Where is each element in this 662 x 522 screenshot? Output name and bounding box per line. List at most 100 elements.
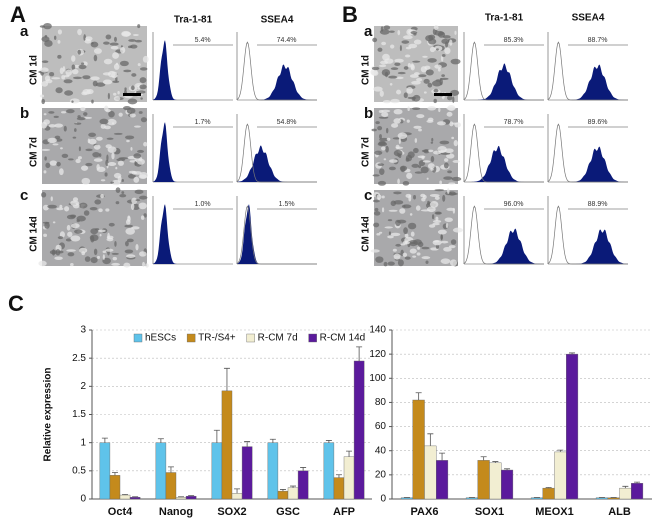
cell [410,231,415,237]
cell [99,118,109,125]
histogram-fill [153,204,233,264]
error-bar [122,494,129,496]
cell [378,140,386,146]
cell [426,177,429,180]
bar [323,442,335,500]
error-bar [504,468,511,471]
cell [395,76,404,80]
cell [381,195,385,199]
cell [57,54,62,59]
cell [45,79,53,84]
cell [57,236,64,240]
cell [428,38,437,45]
cell [452,96,455,103]
cell [375,256,384,263]
cell [41,98,46,105]
cell [105,34,112,40]
error-bar [223,367,230,391]
histogram-control [236,205,317,265]
row-letter: c [364,187,372,204]
panel-label: B [342,2,358,27]
histogram-fill [153,122,233,182]
cell [134,189,144,195]
cell [443,246,452,252]
histogram-control [236,123,317,183]
cell [84,256,91,262]
y-axis-label: Relative expression [43,368,54,462]
micrograph [38,22,149,105]
cell [138,251,147,257]
cell [55,249,61,256]
micrograph [371,104,462,186]
cell [129,113,136,118]
cell [102,79,113,85]
bar [595,497,608,500]
cell [63,79,73,84]
percentage: 5.4% [195,37,211,44]
cell [50,196,53,202]
cell [433,98,437,104]
cell [410,63,414,70]
cell [381,146,386,151]
cell [71,64,76,70]
cell [43,119,50,125]
cell [421,256,431,260]
cell [435,244,440,249]
bar [619,487,632,500]
cell [434,64,442,69]
cell [68,158,74,161]
cell [412,255,417,258]
y-tick-label: 40 [375,445,387,456]
cell [388,166,396,171]
row-letter: c [20,187,28,204]
cell [113,92,117,96]
cell [448,245,456,249]
x-tick-label: SOX1 [475,506,504,518]
cell [47,137,57,144]
cell [404,54,411,58]
cell [422,160,431,163]
cell [436,121,446,126]
cell [113,132,123,135]
cell [377,47,383,52]
cell [379,137,389,142]
cell [418,74,427,78]
cell [398,137,401,145]
cell [450,239,457,245]
cell [105,208,110,212]
cell [390,44,395,49]
cell [379,231,383,234]
cell [118,112,123,117]
cell [390,67,399,71]
percentage: 88.7% [588,37,608,44]
cell [90,256,98,264]
cell [385,145,389,153]
error-bar [213,429,220,443]
legend-swatch [133,333,143,343]
error-bar [101,437,108,443]
cell [64,90,74,96]
cell [76,117,86,121]
cell [93,158,103,162]
cell [100,194,104,199]
cell [106,154,109,162]
histogram-fill [464,145,544,182]
error-bar [569,352,576,355]
cell [377,180,387,186]
cell [450,58,461,65]
y-tick-label: 0 [80,494,86,505]
cell [49,250,58,255]
cell [131,85,135,91]
cell [441,74,445,78]
cell [372,199,380,203]
cell [408,194,412,202]
legend-label: TR-/S4+ [198,333,236,344]
cell [137,24,141,29]
cell [442,194,446,202]
cell [114,36,117,42]
error-bar [557,449,564,452]
y-tick-label: 0 [380,494,386,505]
cell [435,48,439,51]
cell [43,22,52,30]
cell [388,231,391,236]
